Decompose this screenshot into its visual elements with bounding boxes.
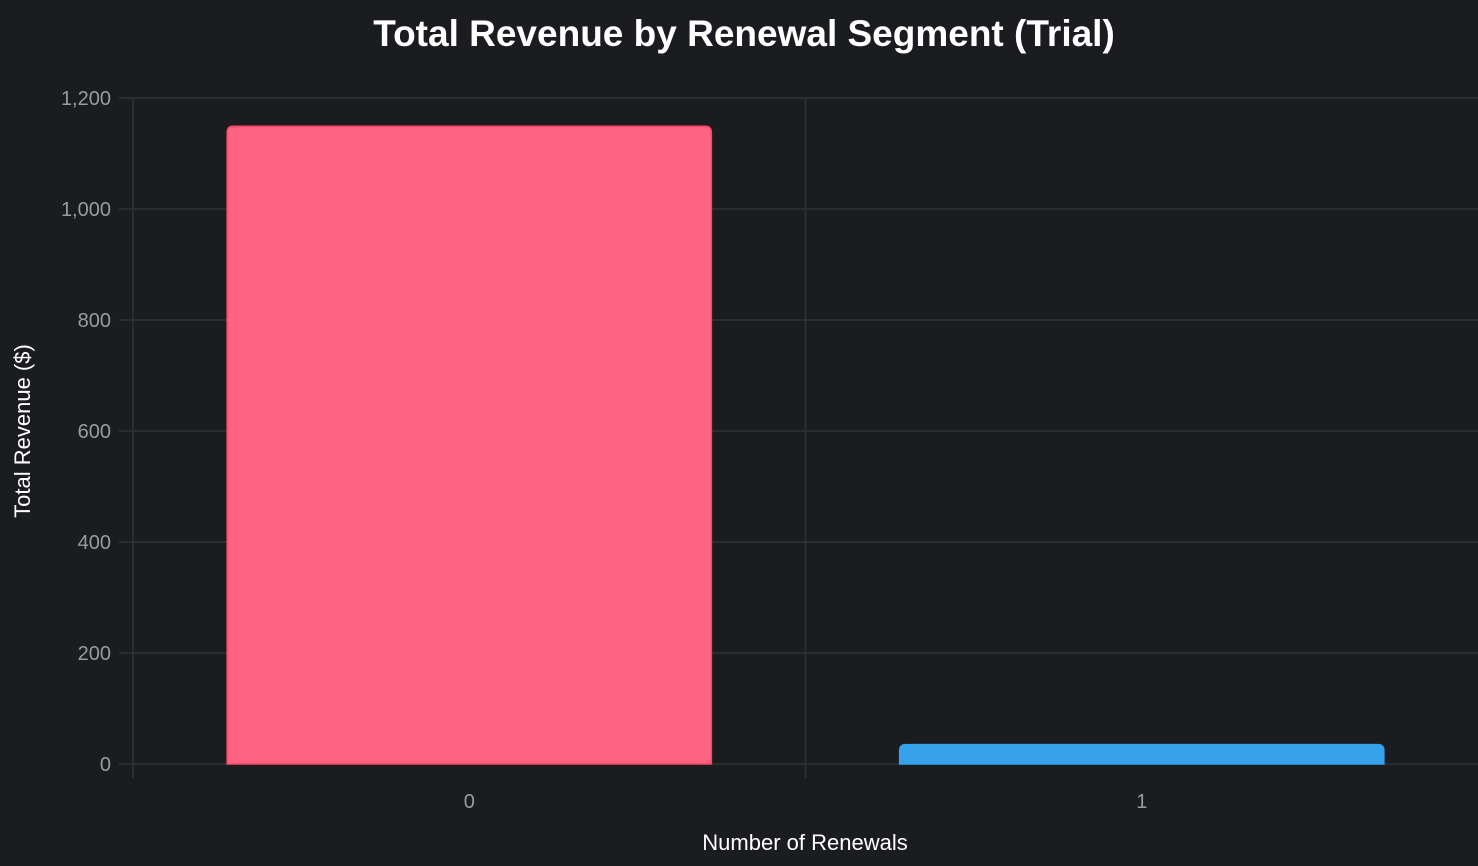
bar-0[interactable]	[226, 125, 713, 765]
y-tick-label: 600	[78, 421, 111, 443]
y-tick-label: 200	[78, 643, 111, 665]
y-tick-label: 800	[78, 310, 111, 332]
y-tick-label: 1,000	[61, 199, 111, 221]
y-tick-label: 400	[78, 532, 111, 554]
x-axis-title: Number of Renewals	[702, 830, 907, 855]
x-tick-label: 0	[464, 791, 475, 813]
y-axis-title: Total Revenue ($)	[10, 344, 35, 518]
bars	[226, 125, 1385, 765]
x-tick-label: 1	[1136, 791, 1147, 813]
y-tick-label: 0	[100, 754, 111, 776]
y-tick-label: 1,200	[61, 88, 111, 110]
bar-1[interactable]	[898, 743, 1385, 765]
tick-labels: 0 200 400 600 800 1,000 1,200 0 1	[61, 88, 1147, 813]
chart-title: Total Revenue by Renewal Segment (Trial)	[373, 13, 1115, 54]
